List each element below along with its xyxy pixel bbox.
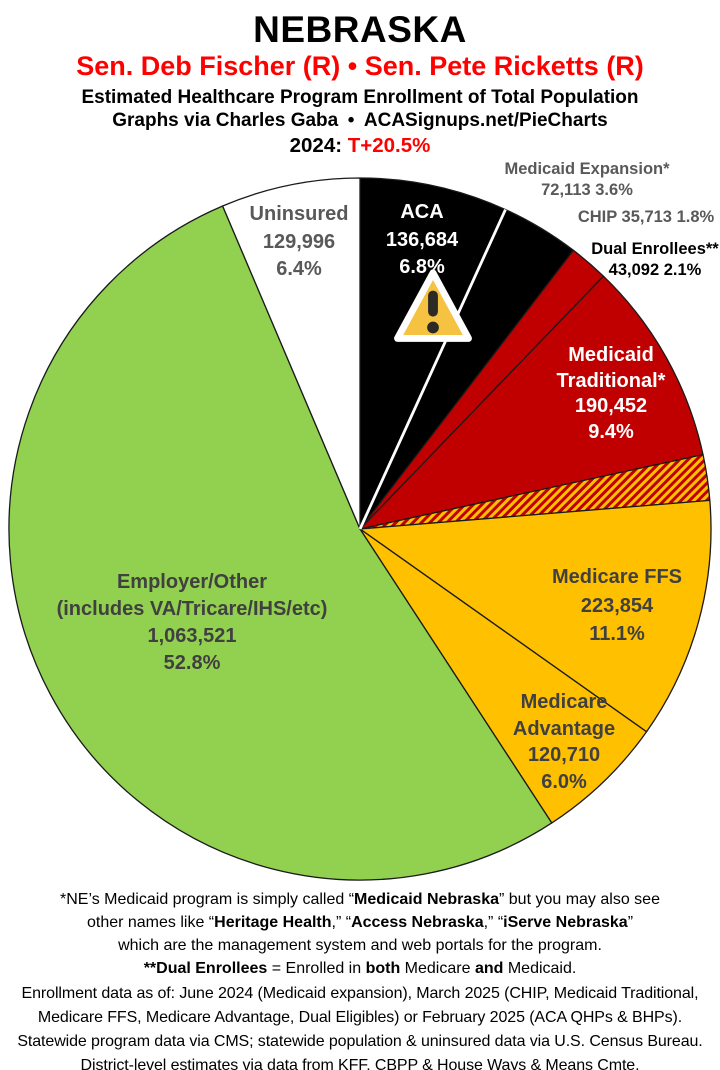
warning-triangle-icon — [394, 269, 472, 342]
aca-expansion-divider — [358, 208, 507, 530]
chart-subtitle: Estimated Healthcare Program Enrollment … — [81, 87, 639, 108]
footnote-line: which are the management system and web … — [118, 937, 602, 954]
slice-label-dual-enrollees: Dual Enrollees** 43,092 2.1% — [591, 240, 719, 279]
sources-block: Enrollment data as of: June 2024 (Medica… — [0, 982, 720, 1070]
pie-slice-medicaid-traditional — [359, 275, 704, 530]
source-line: Medicare FFS, Medicare Advantage, Dual E… — [37, 1009, 683, 1026]
year-label: 2024: — [289, 134, 343, 157]
source-line: Statewide program data via CMS; statewid… — [17, 1033, 703, 1050]
margin-value: T+20.5% — [347, 134, 431, 157]
footnote-line: other names like “Heritage Health,” “Acc… — [86, 914, 634, 931]
source-line: District-level estimates via data from K… — [80, 1057, 640, 1070]
pie-slice-uninsured — [221, 177, 361, 530]
warning-exclamation-bar — [428, 290, 438, 317]
senators-line: Sen. Deb Fischer (R) • Sen. Pete Rickett… — [76, 51, 644, 81]
election-margin-line: 2024: T+20.5% — [0, 134, 720, 158]
pie-slice-aca — [359, 177, 507, 530]
footnote-line: *NE’s Medicaid program is simply called … — [60, 891, 660, 908]
page-title: NEBRASKA — [253, 9, 467, 50]
pie-slices-group — [8, 177, 712, 881]
slice-label-medicare-advantage: Medicare Advantage 120,710 6.0% — [512, 691, 616, 793]
pie-slice-employer-other — [8, 205, 553, 881]
slice-label-uninsured: Uninsured 129,996 6.4% — [249, 203, 349, 280]
pie-slice-medicare-ffs — [359, 499, 712, 733]
source-line: Enrollment data as of: June 2024 (Medica… — [21, 985, 699, 1002]
pie-slice-medicare-advantage — [359, 528, 648, 824]
attribution-line: Graphs via Charles Gaba • ACASignups.net… — [112, 110, 608, 131]
slice-label-medicaid-traditional: Medicaid Traditional* 190,452 9.4% — [556, 344, 666, 443]
footnote-line: **Dual Enrollees = Enrolled in both Medi… — [143, 960, 577, 977]
footnote-block: *NE’s Medicaid program is simply called … — [0, 888, 720, 980]
slice-label-employer-other: Employer/Other (includes VA/Tricare/IHS/e… — [56, 571, 328, 674]
slice-label-medicaid-expansion: Medicaid Expansion* 72,113 3.6% — [504, 160, 670, 199]
warning-exclamation-dot — [427, 321, 439, 334]
slice-label-chip: CHIP 35,713 1.8% — [577, 208, 715, 226]
slice-label-medicare-ffs: Medicare FFS 223,854 11.1% — [551, 566, 683, 645]
